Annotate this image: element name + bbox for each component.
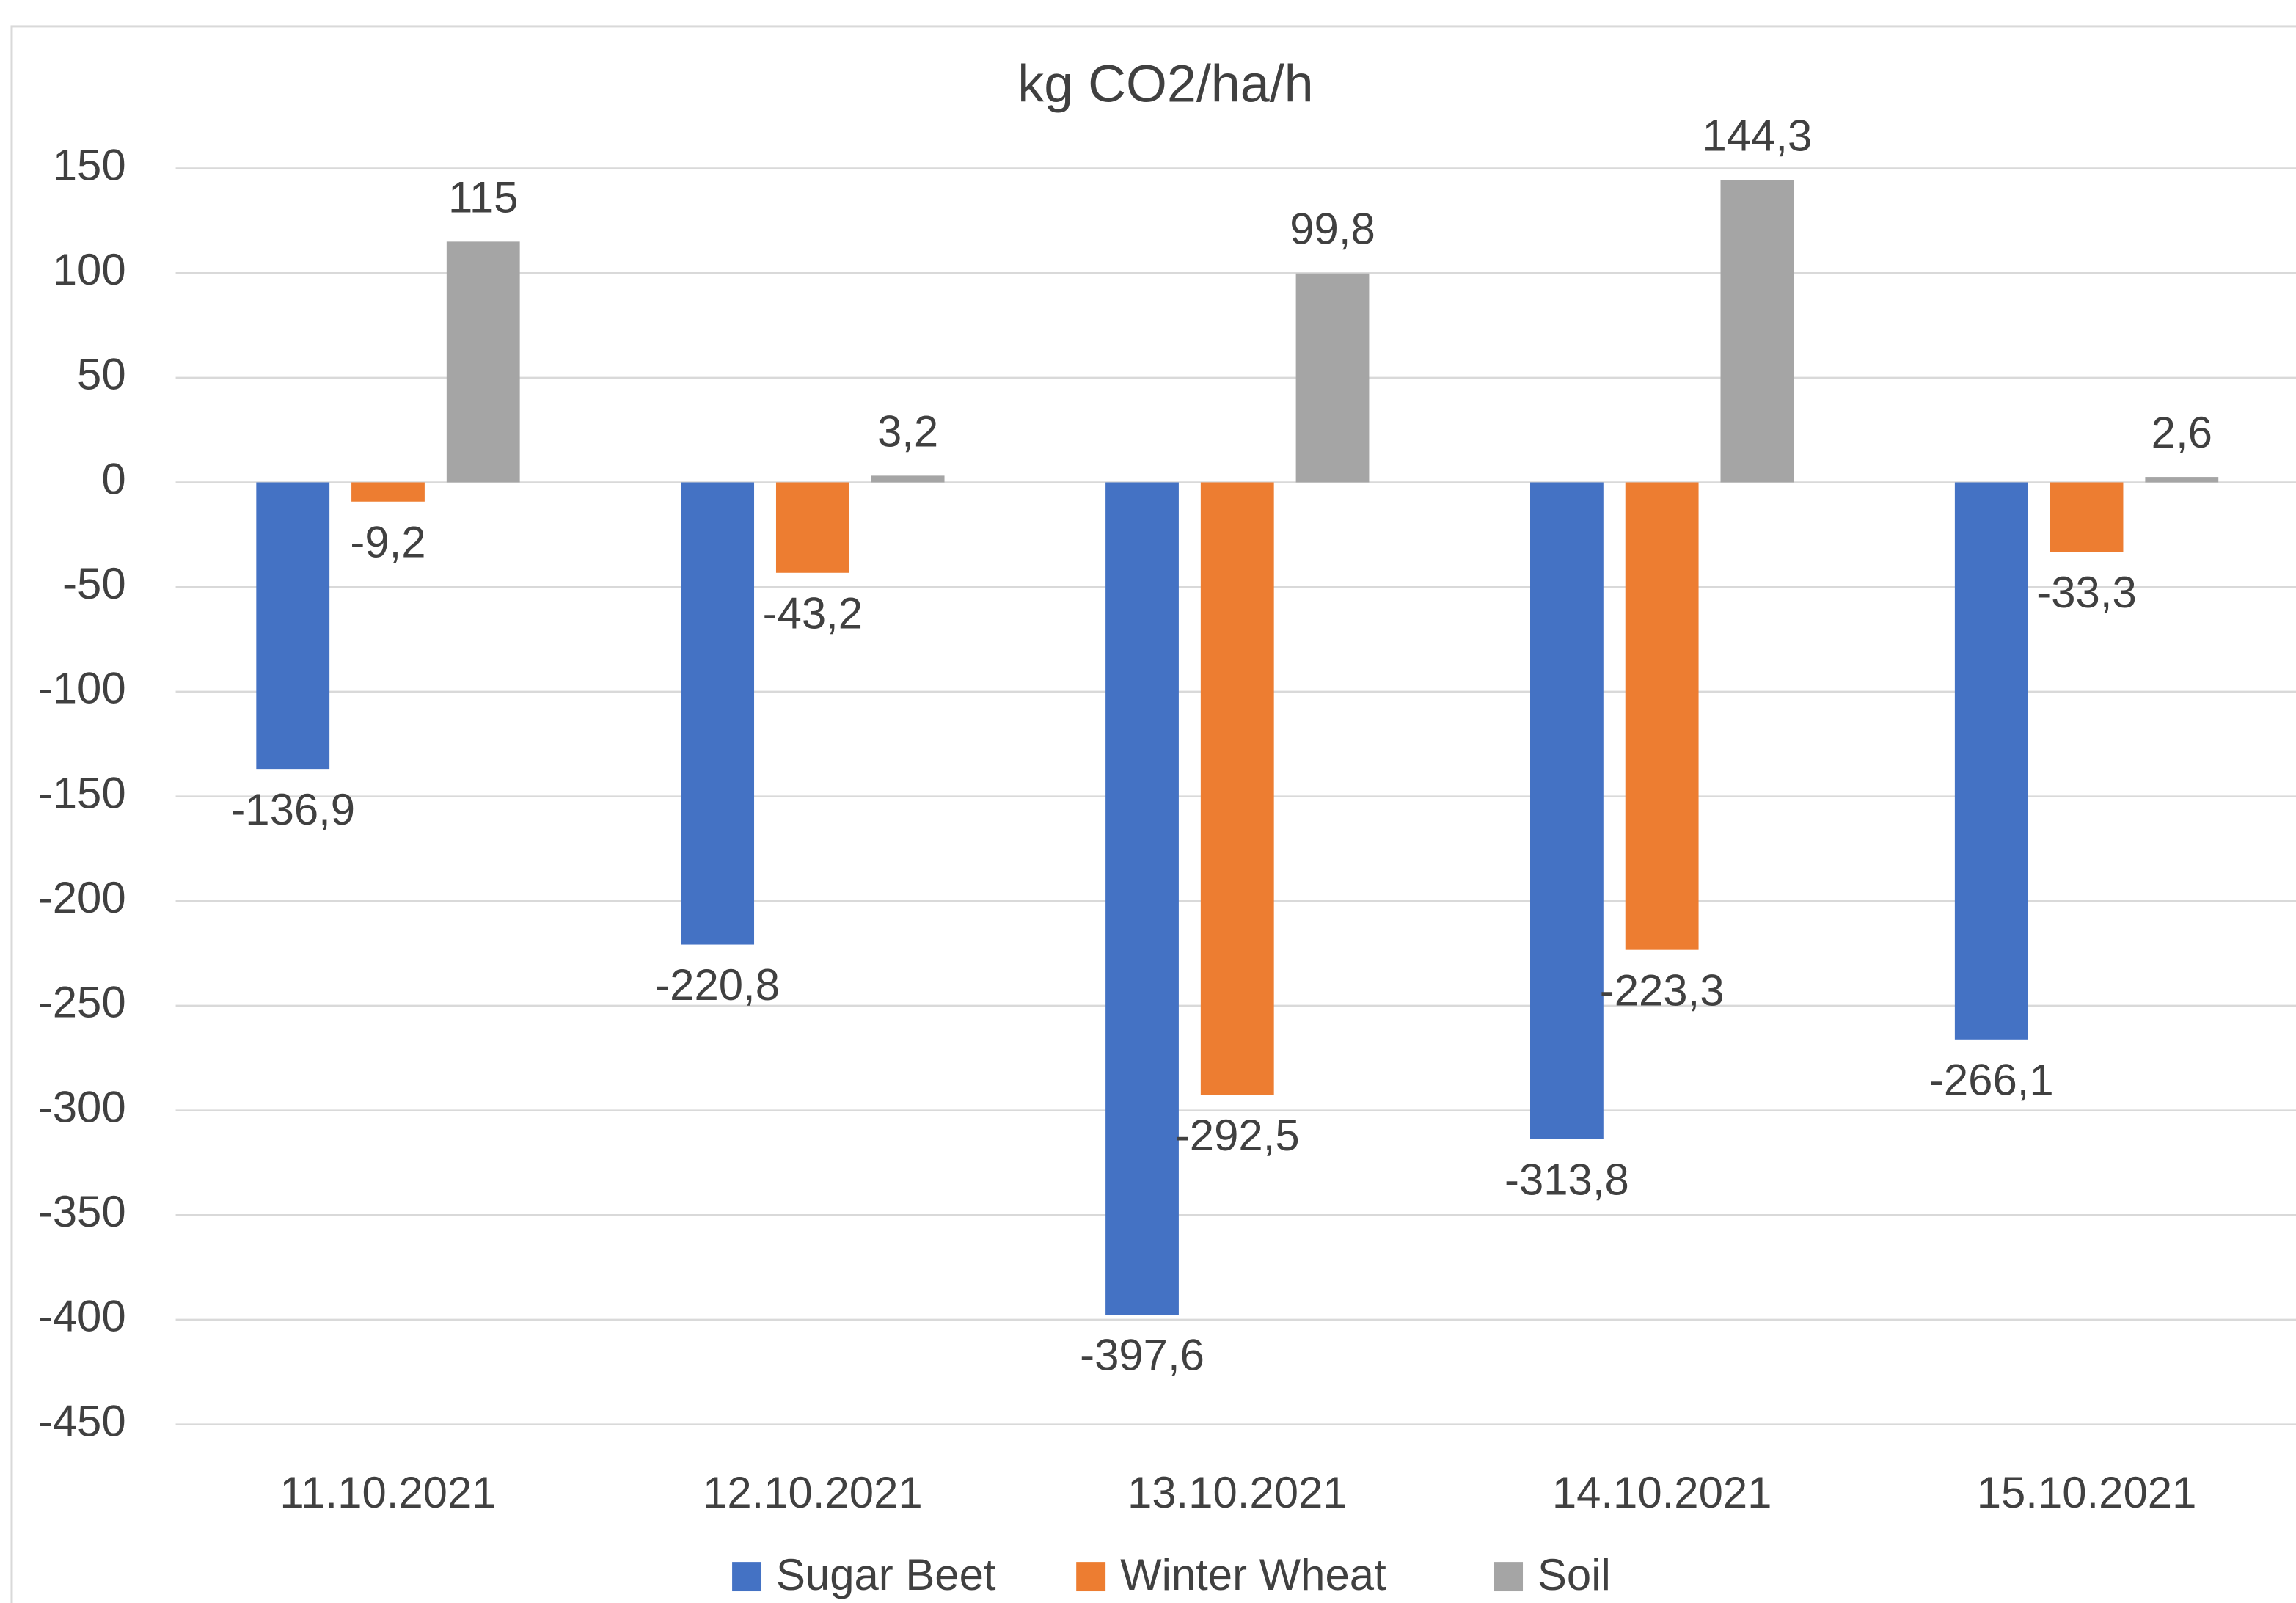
y-tick-label: -150: [38, 768, 126, 817]
data-label: 3,2: [877, 406, 938, 456]
y-tick-label: -100: [38, 664, 126, 713]
y-tick-label: -200: [38, 873, 126, 922]
data-label: 144,3: [1702, 112, 1812, 161]
bar: [446, 241, 520, 483]
data-label: -223,3: [1600, 965, 1725, 1015]
x-tick-label: 14.10.2021: [1552, 1468, 1772, 1517]
x-tick-label: 15.10.2021: [1977, 1468, 2197, 1517]
legend-swatch: [1494, 1562, 1524, 1592]
bar: [1200, 482, 1274, 1095]
data-label: -313,8: [1505, 1155, 1629, 1205]
legend-label: Winter Wheat: [1120, 1550, 1386, 1599]
bar: [1625, 482, 1699, 950]
bar: [2145, 477, 2219, 483]
legend-label: Soil: [1538, 1550, 1611, 1599]
y-tick-label: 100: [53, 245, 126, 294]
y-tick-label: -250: [38, 978, 126, 1027]
data-label: 115: [448, 172, 518, 222]
data-label: -292,5: [1175, 1111, 1300, 1160]
data-label: -9,2: [350, 517, 425, 566]
y-tick-label: -300: [38, 1082, 126, 1131]
data-label: -33,3: [2036, 568, 2136, 617]
bar: [351, 482, 425, 502]
y-tick-label: -50: [62, 559, 126, 608]
x-tick-label: 11.10.2021: [279, 1468, 496, 1517]
bar: [1530, 482, 1604, 1139]
bar: [256, 482, 330, 770]
y-tick-label: 150: [53, 140, 126, 189]
bar: [1954, 482, 2028, 1040]
data-label: -136,9: [230, 785, 355, 834]
data-label: -266,1: [1929, 1055, 2054, 1104]
bar: [775, 482, 849, 573]
bar: [681, 482, 755, 945]
legend-swatch: [1076, 1562, 1106, 1592]
data-label: 2,6: [2151, 408, 2212, 457]
data-label: -220,8: [655, 960, 780, 1009]
bar: [1105, 482, 1179, 1315]
legend-swatch: [732, 1562, 762, 1592]
y-tick-label: 50: [77, 350, 126, 399]
bar: [871, 475, 945, 483]
x-tick-label: 13.10.2021: [1127, 1468, 1348, 1517]
bar: [1720, 180, 1794, 483]
bar: [1295, 273, 1370, 483]
data-label: 99,8: [1290, 205, 1375, 254]
data-label: -397,6: [1080, 1331, 1204, 1380]
legend-label: Sugar Beet: [776, 1550, 996, 1599]
chart-title: kg CO2/ha/h: [1017, 55, 1313, 114]
y-tick-label: -400: [38, 1292, 126, 1341]
y-tick-label: -350: [38, 1187, 126, 1236]
y-tick-label: 0: [101, 454, 125, 503]
bar: [2050, 482, 2124, 552]
x-tick-label: 12.10.2021: [703, 1468, 923, 1517]
data-label: -43,2: [763, 588, 863, 638]
y-tick-label: -450: [38, 1396, 126, 1445]
